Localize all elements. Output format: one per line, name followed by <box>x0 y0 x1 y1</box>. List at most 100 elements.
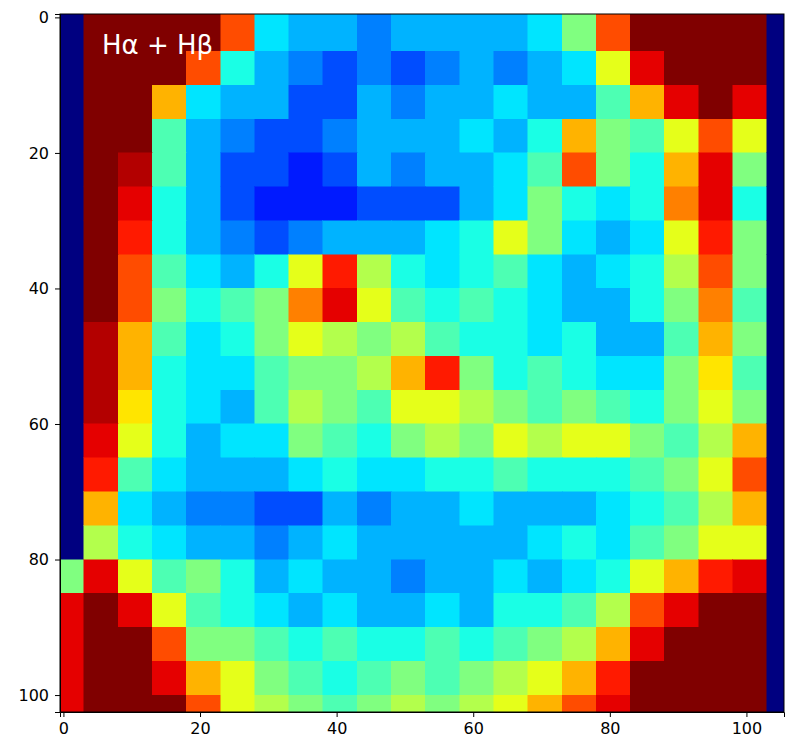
heatmap-cell <box>596 322 630 356</box>
heatmap-cell <box>562 356 596 390</box>
heatmap-cell <box>425 288 459 322</box>
heatmap-cell <box>664 119 698 153</box>
heatmap-cell <box>528 424 562 458</box>
heatmap-cell <box>255 492 289 526</box>
heatmap-cell <box>152 153 186 187</box>
tick-label: 20 <box>29 144 49 163</box>
heatmap-cell <box>562 560 596 594</box>
heatmap-cell <box>630 458 664 492</box>
heatmap-cell <box>630 85 664 119</box>
heatmap-cell <box>84 593 118 627</box>
tick-mark <box>55 17 60 18</box>
heatmap-cell <box>60 458 84 492</box>
heatmap-cell <box>118 322 152 356</box>
heatmap-cell <box>255 424 289 458</box>
heatmap-cell <box>460 390 494 424</box>
heatmap-cell <box>221 85 255 119</box>
heatmap-cell <box>357 14 391 51</box>
heatmap-cell <box>733 492 767 526</box>
heatmap-cell <box>186 492 220 526</box>
heatmap-cell <box>630 695 664 712</box>
heatmap-cell <box>118 560 152 594</box>
heatmap-cell <box>60 390 84 424</box>
heatmap-cell <box>699 187 733 221</box>
heatmap-cell <box>767 255 784 289</box>
heatmap-cell <box>425 322 459 356</box>
heatmap-cell <box>699 288 733 322</box>
heatmap-cell <box>460 288 494 322</box>
heatmap-cell <box>664 322 698 356</box>
heatmap-cell <box>60 356 84 390</box>
heatmap-cell <box>699 390 733 424</box>
heatmap-cell <box>186 560 220 594</box>
tick-mark <box>55 695 60 696</box>
heatmap-cell <box>425 526 459 560</box>
heatmap-cell <box>391 221 425 255</box>
tick-mark <box>200 712 201 717</box>
heatmap-cell <box>562 51 596 85</box>
heatmap-cell <box>391 153 425 187</box>
heatmap-cell <box>323 85 357 119</box>
heatmap-cell <box>630 14 664 51</box>
heatmap-cell <box>699 51 733 85</box>
heatmap-cell <box>60 593 84 627</box>
heatmap-cell <box>699 221 733 255</box>
heatmap-cell <box>391 560 425 594</box>
heatmap-cell <box>357 526 391 560</box>
heatmap-cell <box>118 119 152 153</box>
heatmap-cell <box>562 153 596 187</box>
tick: 100 <box>732 712 763 738</box>
heatmap-cell <box>323 288 357 322</box>
tick-label: 0 <box>59 719 69 738</box>
heatmap-cell <box>84 356 118 390</box>
heatmap-cell <box>357 356 391 390</box>
plot-frame <box>60 14 784 712</box>
heatmap-cell <box>289 51 323 85</box>
heatmap-cell <box>494 153 528 187</box>
heatmap-cell <box>289 119 323 153</box>
heatmap-cell <box>630 119 664 153</box>
heatmap-cell <box>60 560 84 594</box>
heatmap-cell <box>528 119 562 153</box>
heatmap-cell <box>425 661 459 695</box>
heatmap-cell <box>391 14 425 51</box>
heatmap-cell <box>425 221 459 255</box>
heatmap-cell <box>118 356 152 390</box>
heatmap-cell <box>186 695 220 712</box>
heatmap-cell <box>221 492 255 526</box>
heatmap-cell <box>357 593 391 627</box>
heatmap-cell <box>562 390 596 424</box>
tick: 20 <box>190 712 210 738</box>
heatmap-cell <box>528 14 562 51</box>
tick-mark <box>55 424 60 425</box>
heatmap-cell <box>733 187 767 221</box>
heatmap-cell <box>664 85 698 119</box>
heatmap-cell <box>84 187 118 221</box>
heatmap-cell <box>699 661 733 695</box>
heatmap-cell <box>391 627 425 661</box>
heatmap-cell <box>630 492 664 526</box>
heatmap-cell <box>323 661 357 695</box>
heatmap-cell <box>255 119 289 153</box>
heatmap-cell <box>460 593 494 627</box>
heatmap-cell <box>528 560 562 594</box>
heatmap-cell <box>733 627 767 661</box>
heatmap-cell <box>255 695 289 712</box>
heatmap-cell <box>391 187 425 221</box>
heatmap-cell <box>664 356 698 390</box>
heatmap-cell <box>186 322 220 356</box>
heatmap-cell <box>630 424 664 458</box>
heatmap-cell <box>357 390 391 424</box>
heatmap-cell <box>425 458 459 492</box>
heatmap-cell <box>767 51 784 85</box>
heatmap-cell <box>699 526 733 560</box>
heatmap-cell <box>733 390 767 424</box>
heatmap-cell <box>733 458 767 492</box>
heatmap-cell <box>84 526 118 560</box>
heatmap-cell <box>630 390 664 424</box>
heatmap-cell <box>289 322 323 356</box>
heatmap-cell <box>767 627 784 661</box>
heatmap-cell <box>60 661 84 695</box>
heatmap-cell <box>357 322 391 356</box>
heatmap-cell <box>118 288 152 322</box>
